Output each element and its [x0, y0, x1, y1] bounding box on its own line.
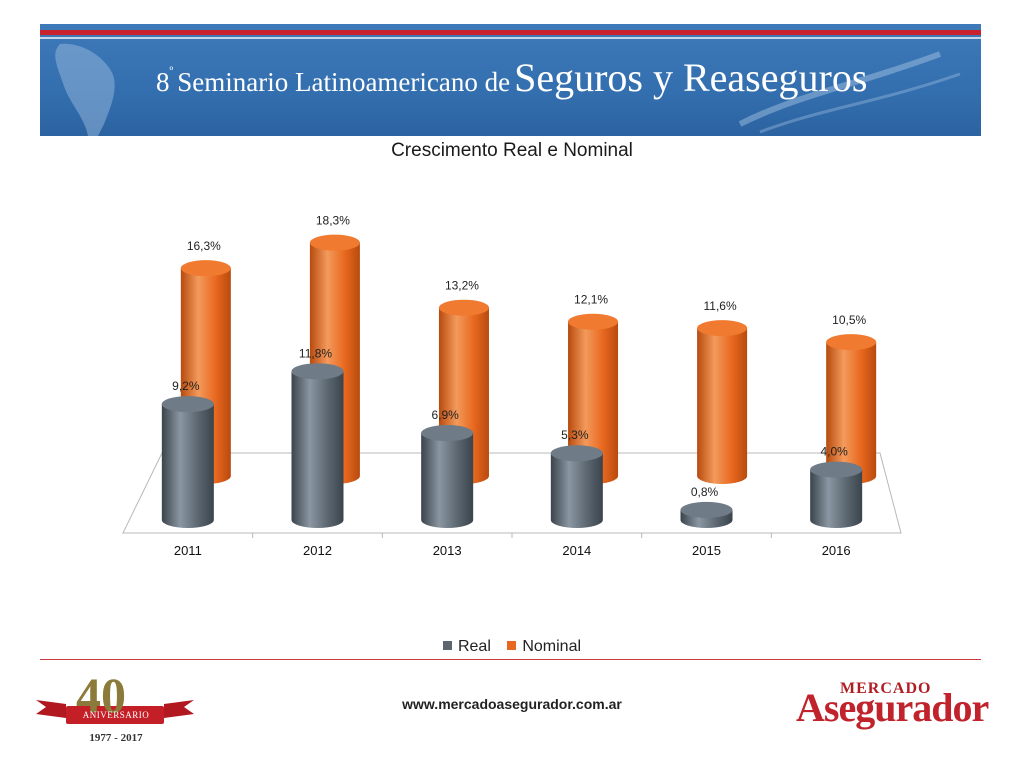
nominal-bar-2016	[826, 334, 877, 484]
brand-logo-bottom: Asegurador	[796, 685, 989, 730]
x-tick-2012: 2012	[303, 543, 332, 558]
chart-title: Crescimento Real e Nominal	[391, 140, 633, 161]
real-label-2014: 5,3%	[561, 428, 589, 442]
banner-map-graphic	[55, 43, 961, 136]
nominal-label-2014: 12,1%	[574, 293, 608, 307]
real-bar-2012	[291, 363, 344, 528]
banner-title-small: Seminario Latinoamericano de	[177, 67, 511, 97]
real-bar-2013	[421, 425, 474, 528]
real-bar-2011	[161, 396, 214, 528]
legend-label-nominal: Nominal	[522, 638, 582, 655]
chart-legend: Real Nominal	[0, 638, 1024, 656]
chart-floor	[122, 452, 902, 534]
banner-ordinal: 8	[156, 67, 170, 97]
footer-divider	[40, 659, 981, 660]
real-label-2016: 4,0%	[820, 445, 848, 459]
real-label-2015: 0,8%	[691, 485, 719, 499]
banner-red-stripe	[40, 30, 981, 35]
real-bar-2014	[550, 445, 603, 528]
banner-title-big: Seguros y Reaseguros	[514, 55, 868, 100]
chart-3d-frame	[122, 452, 902, 534]
real-bar-2015	[680, 501, 733, 528]
nominal-label-2013: 13,2%	[445, 279, 479, 293]
anniversary-years: 1977 - 2017	[89, 732, 143, 744]
footer-url: www.mercadoasegurador.com.ar	[402, 696, 622, 712]
real-series	[161, 363, 863, 528]
banner-white-stripe	[40, 37, 981, 39]
banner-ordinal-mark: º	[169, 64, 174, 78]
x-axis-ticks: 2011 2012 2013 2014 2015 2016	[174, 533, 851, 558]
anniversary-ribbon-band	[66, 706, 164, 724]
x-tick-2016: 2016	[822, 543, 851, 558]
legend-label-real: Real	[457, 638, 491, 655]
legend-swatch-nominal	[507, 641, 517, 650]
x-tick-2013: 2013	[433, 543, 462, 558]
nominal-label-2016: 10,5%	[832, 313, 866, 327]
real-label-2011: 9,2%	[172, 379, 200, 393]
nominal-label-2015: 11,6%	[704, 299, 737, 313]
nominal-label-2011: 16,3%	[187, 239, 221, 253]
anniversary-ribbon-graphic	[36, 700, 194, 718]
real-bar-2016	[810, 461, 863, 528]
nominal-series	[180, 234, 877, 484]
real-label-2012: 11,8%	[299, 346, 332, 360]
anniversary-number: 40	[76, 667, 126, 723]
legend-item-real: Real	[442, 638, 491, 656]
anniversary-logo: 40 ANIVERSARIO 1977 - 2017	[36, 667, 196, 748]
anniversary-text: ANIVERSARIO	[82, 710, 150, 720]
nominal-bar-2014	[568, 313, 619, 484]
nominal-label-2012: 18,3%	[316, 214, 350, 228]
x-tick-2015: 2015	[692, 543, 721, 558]
nominal-bar-2015	[697, 320, 748, 484]
banner-title: 8º Seminario Latinoamericano de Seguros …	[156, 54, 867, 101]
real-label-2013: 6,9%	[431, 408, 459, 422]
header-banner: 8º Seminario Latinoamericano de Seguros …	[40, 24, 981, 136]
brand-logo-top: MERCADO	[840, 680, 932, 697]
legend-swatch-real	[442, 641, 452, 650]
x-tick-2011: 2011	[174, 543, 202, 558]
legend-item-nominal: Nominal	[507, 638, 581, 656]
brand-logo: MERCADO Asegurador	[796, 680, 989, 730]
data-labels: 16,3% 9,2% 18,3% 11,8% 13,2% 6,9% 12,1% 5,3% 11,…	[172, 214, 866, 499]
x-tick-2014: 2014	[562, 543, 591, 558]
